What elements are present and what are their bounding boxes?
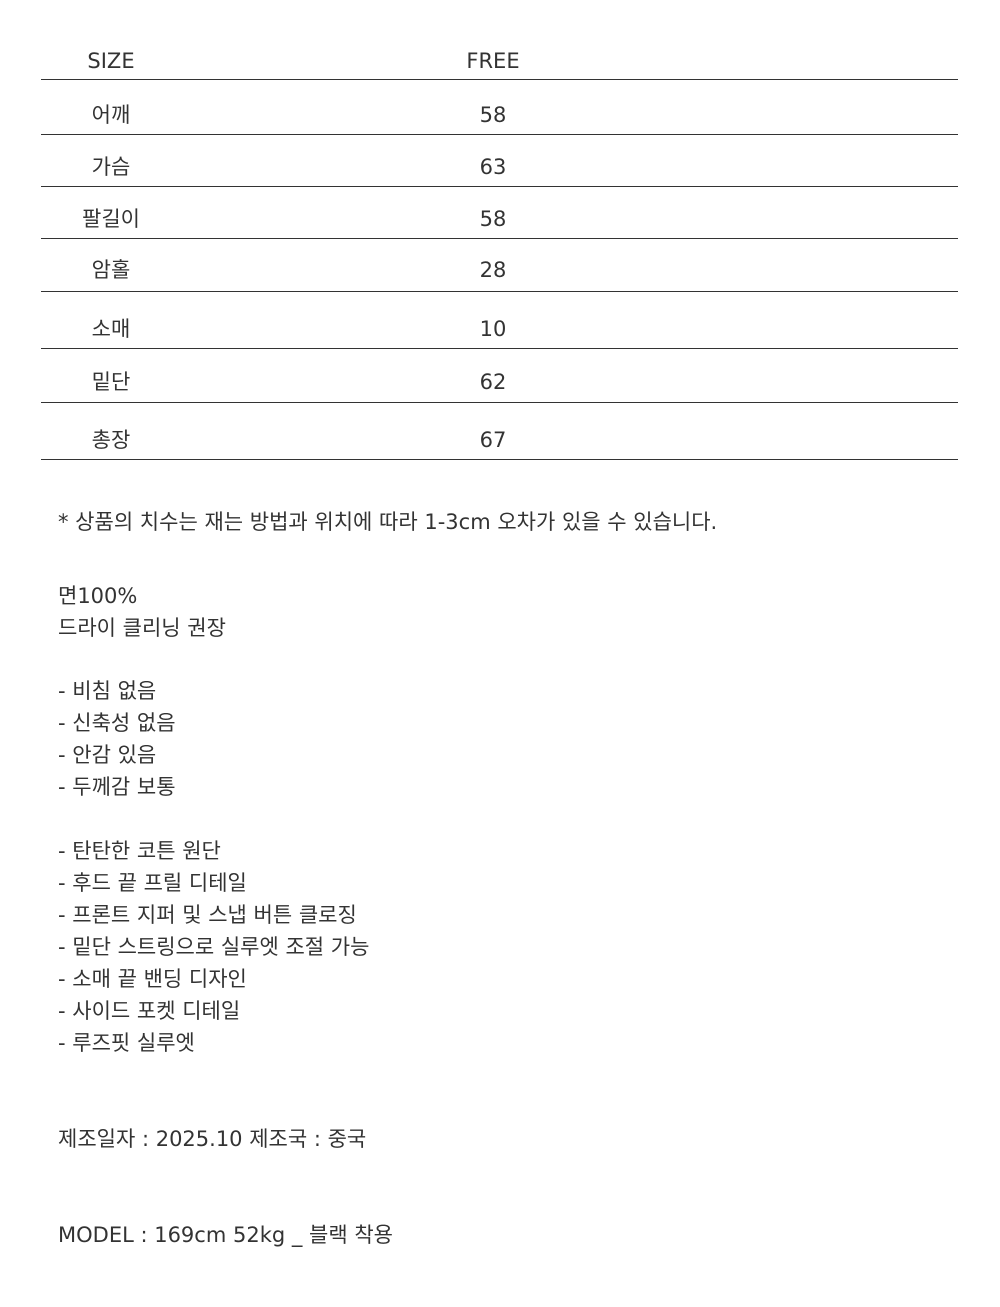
feature-item: - 소매 끝 밴딩 디자인	[58, 967, 247, 991]
row-label: 어깨	[91, 103, 131, 127]
feature-item: - 밑단 스트링으로 실루엣 조절 가능	[58, 935, 370, 959]
feature-item: - 후드 끝 프릴 디테일	[58, 871, 247, 895]
row-value: 62	[479, 370, 507, 394]
row-label: 팔길이	[82, 207, 140, 231]
row-value: 28	[479, 258, 507, 282]
row-label: 밑단	[91, 370, 131, 394]
row-label: 총장	[91, 428, 131, 452]
material-line: 드라이 클리닝 권장	[58, 616, 226, 640]
material-line: 면100%	[58, 584, 138, 608]
table-divider	[41, 186, 958, 187]
table-divider	[41, 238, 958, 239]
table-divider	[41, 79, 958, 80]
measurement-note: * 상품의 치수는 재는 방법과 위치에 따라 1-3cm 오차가 있을 수 있…	[58, 510, 718, 534]
feature-item: - 탄탄한 코튼 원단	[58, 839, 221, 863]
header-size-label: SIZE	[87, 49, 135, 73]
feature-item: - 루즈핏 실루엣	[58, 1031, 195, 1055]
header-free-label: FREE	[466, 49, 520, 73]
row-value: 58	[479, 207, 507, 231]
table-divider	[41, 134, 958, 135]
feature-item: - 사이드 포켓 디테일	[58, 999, 241, 1023]
row-value: 58	[479, 103, 507, 127]
row-value: 10	[479, 317, 507, 341]
manufacture-info: 제조일자 : 2025.10 제조국 : 중국	[58, 1127, 367, 1151]
table-divider	[41, 459, 958, 460]
property-item: - 신축성 없음	[58, 711, 176, 735]
property-item: - 두께감 보통	[58, 775, 176, 799]
model-info: MODEL : 169cm 52kg _ 블랙 착용	[58, 1223, 393, 1247]
table-divider	[41, 402, 958, 403]
table-divider	[41, 348, 958, 349]
property-item: - 안감 있음	[58, 743, 157, 767]
property-item: - 비침 없음	[58, 679, 157, 703]
row-label: 암홀	[91, 258, 131, 282]
row-value: 63	[479, 155, 507, 179]
row-value: 67	[479, 428, 507, 452]
row-label: 가슴	[91, 155, 131, 179]
feature-item: - 프론트 지퍼 및 스냅 버튼 클로징	[58, 903, 357, 927]
table-divider	[41, 291, 958, 292]
row-label: 소매	[91, 317, 131, 341]
